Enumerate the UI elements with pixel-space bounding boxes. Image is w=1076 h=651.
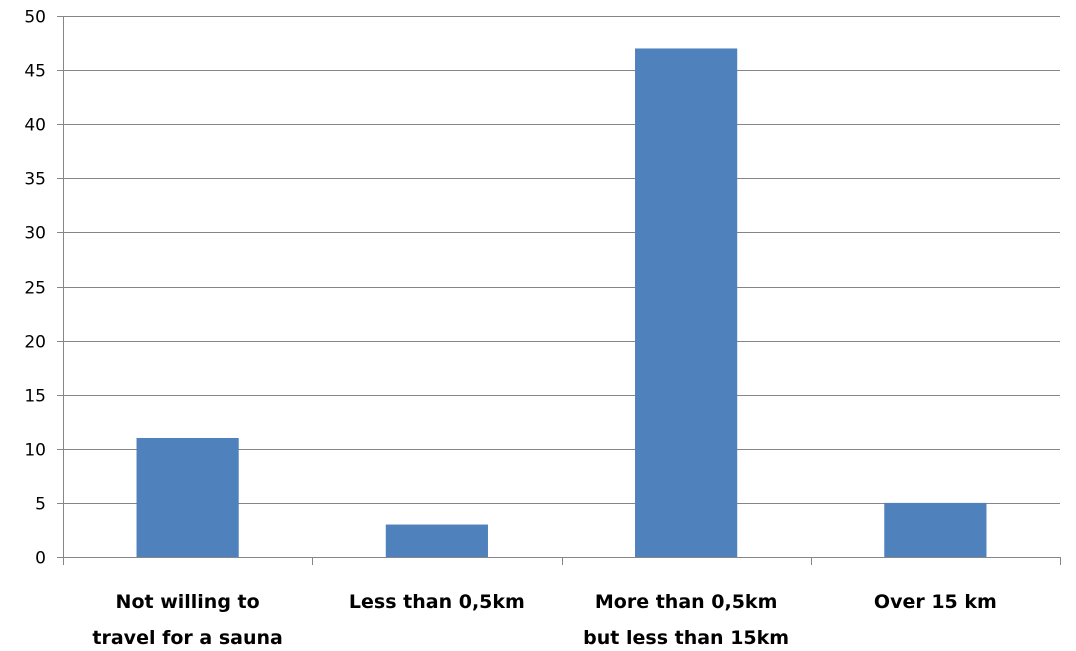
y-tick-label-30: 30 xyxy=(24,224,46,244)
axes xyxy=(57,16,1061,565)
y-tick-labels: 0 5 10 15 20 25 30 35 40 45 50 xyxy=(24,8,46,569)
y-tick-label-20: 20 xyxy=(24,333,46,353)
bars xyxy=(136,48,987,558)
gridlines xyxy=(63,16,1060,504)
bar-3 xyxy=(884,502,987,557)
y-tick-label-15: 15 xyxy=(24,387,46,407)
y-tick-label-35: 35 xyxy=(24,170,46,190)
y-tick-label-5: 5 xyxy=(35,495,46,515)
bar-0 xyxy=(136,437,239,557)
y-tick-label-10: 10 xyxy=(24,441,46,461)
x-category-label-0: Not willing to travel for a sauna xyxy=(92,591,282,649)
x-category-label-1: Less than 0,5km xyxy=(349,591,525,613)
bar-1 xyxy=(385,524,488,557)
y-tick-label-25: 25 xyxy=(24,279,46,299)
y-tick-label-0: 0 xyxy=(35,549,46,569)
y-tick-label-50: 50 xyxy=(24,8,46,28)
y-tick-label-40: 40 xyxy=(24,116,46,136)
y-tick-label-45: 45 xyxy=(24,62,46,82)
x-category-label-2: More than 0,5km but less than 15km xyxy=(583,591,789,649)
x-category-label-3: Over 15 km xyxy=(874,591,997,613)
x-category-labels: Not willing to travel for a sauna Less tha… xyxy=(92,591,996,649)
bar-2 xyxy=(635,48,738,558)
